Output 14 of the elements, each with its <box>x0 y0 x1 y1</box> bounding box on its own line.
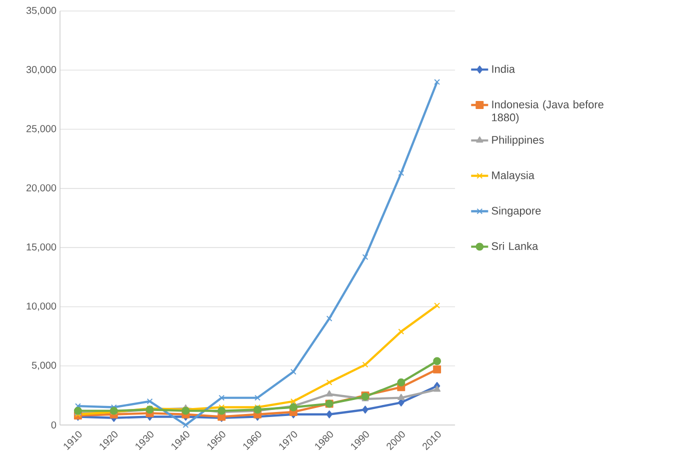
legend-label: Malaysia <box>492 171 534 182</box>
legend-label: Sri Lanka <box>492 242 538 250</box>
legend-label: Philippines <box>492 136 544 146</box>
y-tick-label: 30,000 <box>26 66 56 74</box>
y-tick-label: 35,000 <box>26 6 56 16</box>
legend-label: Indonesia (Java before 1880) <box>492 100 604 124</box>
y-tick-label: 20,000 <box>26 184 56 193</box>
y-tick-label: 0 <box>51 421 56 429</box>
y-tick-label: 5,000 <box>32 362 56 370</box>
y-tick-label: 10,000 <box>26 302 56 311</box>
legend-label: Singapore <box>492 206 541 217</box>
legend-label: India <box>492 64 515 73</box>
y-tick-label: 15,000 <box>26 243 56 252</box>
y-tick-label: 25,000 <box>26 125 56 134</box>
